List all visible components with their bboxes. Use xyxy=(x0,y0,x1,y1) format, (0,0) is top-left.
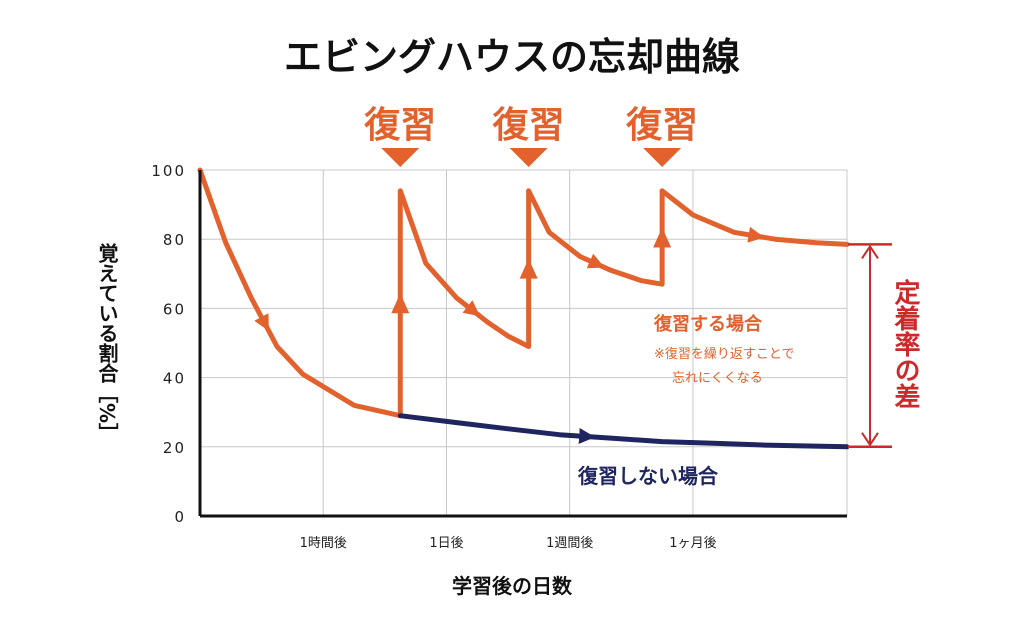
y-tick-label: 40 xyxy=(163,370,186,388)
series-with-review xyxy=(197,167,850,419)
x-tick-label: 1週間後 xyxy=(546,536,593,551)
difference-label: 定着率の差 xyxy=(890,278,921,409)
y-axis-ticks: 100 80 60 40 20 0 xyxy=(151,162,186,526)
chart-title: エビングハウスの忘却曲線 xyxy=(284,35,740,79)
x-tick-label: 1ヶ月後 xyxy=(669,536,716,551)
y-tick-label: 20 xyxy=(163,439,186,457)
annotation-line-1: ※復習を繰り返すことで xyxy=(654,346,795,362)
series-label-with-review: 復習する場合 xyxy=(653,313,763,335)
review-label: 復習 xyxy=(492,105,565,146)
x-axis-ticks: 1時間後 1日後 1週間後 1ヶ月後 xyxy=(300,536,717,551)
x-axis-label: 学習後の日数 xyxy=(452,574,573,598)
review-triangle-icon xyxy=(643,148,682,167)
y-tick-label: 80 xyxy=(163,231,186,249)
x-tick-label: 1時間後 xyxy=(300,536,347,551)
series-without-review xyxy=(397,413,850,450)
axes xyxy=(198,170,847,518)
series-line xyxy=(526,188,665,287)
y-tick-label: 0 xyxy=(174,508,186,526)
x-tick-label: 1日後 xyxy=(429,536,463,551)
series-label-without-review: 復習しない場合 xyxy=(577,464,719,488)
y-tick-label: 60 xyxy=(163,300,186,318)
arrow-up-icon xyxy=(861,244,879,259)
arrow-down-icon xyxy=(861,432,879,447)
y-axis-label: 覚えている割合［%］ xyxy=(95,242,119,443)
direction-arrow xyxy=(586,253,605,269)
review-triangle-icon xyxy=(381,148,420,167)
review-markers: 復習 復習 復習 xyxy=(363,105,698,167)
annotation-line-2: 忘れにくくなる xyxy=(672,371,763,386)
review-triangle-icon xyxy=(509,148,548,167)
review-marker: 復習 xyxy=(363,105,436,167)
jump-arrowhead xyxy=(391,293,410,314)
direction-arrow xyxy=(747,226,765,243)
review-marker: 復習 xyxy=(625,105,698,167)
series-layer xyxy=(197,167,850,450)
jump-arrowhead xyxy=(653,227,672,248)
direction-arrow xyxy=(462,300,481,317)
review-marker: 復習 xyxy=(492,105,565,167)
jump-arrowhead xyxy=(519,258,538,279)
review-label: 復習 xyxy=(625,105,698,146)
direction-arrow xyxy=(254,313,269,332)
series-line xyxy=(197,167,403,419)
difference-bracket: 定着率の差 xyxy=(848,243,921,449)
series-line xyxy=(397,413,850,450)
review-label: 復習 xyxy=(363,105,436,146)
series-line xyxy=(397,188,532,349)
y-tick-label: 100 xyxy=(151,162,186,180)
